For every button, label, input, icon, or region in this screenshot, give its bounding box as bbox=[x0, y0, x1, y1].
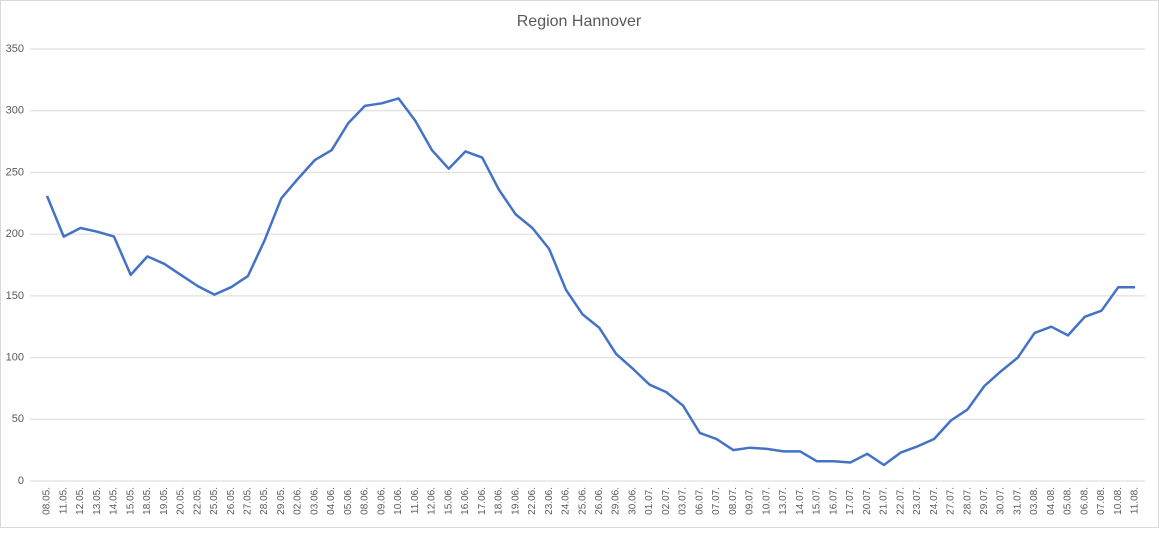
x-tick-label: 20.05. bbox=[176, 487, 187, 515]
x-tick-label: 04.08. bbox=[1046, 487, 1057, 515]
x-tick-label: 03.06. bbox=[309, 487, 320, 515]
x-tick-label: 26.06. bbox=[594, 487, 605, 515]
y-tick-label: 100 bbox=[6, 351, 24, 363]
x-tick-label: 17.06. bbox=[477, 487, 488, 515]
x-tick-label: 29.06. bbox=[611, 487, 622, 515]
x-tick-label: 31.07. bbox=[1012, 487, 1023, 515]
y-tick-label: 250 bbox=[6, 166, 24, 178]
x-tick-label: 18.05. bbox=[142, 487, 153, 515]
x-tick-label: 26.05. bbox=[226, 487, 237, 515]
data-line bbox=[45, 97, 1135, 467]
x-tick-label: 30.06. bbox=[627, 487, 638, 515]
x-tick-label: 01.07. bbox=[644, 487, 655, 515]
x-tick-label: 10.07. bbox=[761, 487, 772, 515]
x-tick-label: 02.07. bbox=[661, 487, 672, 515]
x-tick-label: 27.05. bbox=[243, 487, 254, 515]
x-tick-label: 04.06. bbox=[326, 487, 337, 515]
y-tick-label: 350 bbox=[6, 43, 24, 55]
x-tick-label: 11.05. bbox=[58, 487, 69, 514]
x-tick-label: 07.07. bbox=[711, 487, 722, 515]
x-tick-label: 30.07. bbox=[996, 487, 1007, 515]
x-tick-label: 24.07. bbox=[929, 487, 940, 515]
y-tick-label: 150 bbox=[6, 290, 24, 302]
x-tick-label: 22.05. bbox=[192, 487, 203, 515]
x-tick-label: 12.05. bbox=[75, 487, 86, 515]
x-tick-label: 21.07. bbox=[879, 487, 890, 515]
x-tick-label: 06.07. bbox=[694, 487, 705, 515]
y-tick-label: 50 bbox=[12, 413, 24, 425]
x-tick-label: 11.06. bbox=[410, 487, 421, 514]
x-tick-label: 16.07. bbox=[828, 487, 839, 515]
x-tick-label: 15.06. bbox=[443, 487, 454, 515]
x-tick-label: 08.06. bbox=[360, 487, 371, 515]
x-tick-label: 03.08. bbox=[1029, 487, 1040, 515]
x-tick-label: 03.07. bbox=[678, 487, 689, 515]
x-tick-label: 11.08. bbox=[1130, 487, 1141, 514]
x-tick-label: 08.07. bbox=[728, 487, 739, 515]
x-tick-label: 05.08. bbox=[1063, 487, 1074, 515]
x-tick-label: 29.05. bbox=[276, 487, 287, 515]
x-tick-label: 15.05. bbox=[125, 487, 136, 515]
x-tick-label: 05.06. bbox=[343, 487, 354, 515]
x-tick-label: 10.06. bbox=[393, 487, 404, 515]
x-tick-label: 15.07. bbox=[812, 487, 823, 515]
x-tick-label: 28.07. bbox=[962, 487, 973, 515]
x-tick-label: 23.07. bbox=[912, 487, 923, 515]
x-tick-label: 02.06. bbox=[293, 487, 304, 515]
x-tick-label: 23.06. bbox=[544, 487, 555, 515]
x-tick-label: 07.08. bbox=[1096, 487, 1107, 515]
y-tick-label: 300 bbox=[6, 105, 24, 117]
x-tick-label: 22.06. bbox=[527, 487, 538, 515]
x-tick-label: 29.07. bbox=[979, 487, 990, 515]
x-tick-label: 12.06. bbox=[427, 487, 438, 515]
x-tick-label: 28.05. bbox=[259, 487, 270, 515]
x-tick-label: 25.05. bbox=[209, 487, 220, 515]
x-tick-label: 25.06. bbox=[577, 487, 588, 515]
x-tick-label: 19.05. bbox=[159, 487, 170, 515]
y-tick-label: 200 bbox=[6, 228, 24, 240]
x-tick-label: 06.08. bbox=[1079, 487, 1090, 515]
x-tick-label: 09.06. bbox=[376, 487, 387, 515]
x-tick-label: 10.08. bbox=[1113, 487, 1124, 515]
x-tick-label: 22.07. bbox=[895, 487, 906, 515]
y-tick-label: 0 bbox=[18, 475, 24, 487]
x-tick-label: 27.07. bbox=[946, 487, 957, 515]
x-tick-label: 14.05. bbox=[109, 487, 120, 515]
x-tick-label: 20.07. bbox=[862, 487, 873, 515]
x-tick-label: 09.07. bbox=[745, 487, 756, 515]
x-tick-label: 17.07. bbox=[845, 487, 856, 515]
x-tick-label: 16.06. bbox=[460, 487, 471, 515]
x-tick-label: 08.05. bbox=[42, 487, 53, 515]
x-tick-label: 13.07. bbox=[778, 487, 789, 515]
x-tick-label: 13.05. bbox=[92, 487, 103, 515]
x-tick-label: 14.07. bbox=[795, 487, 806, 515]
x-tick-label: 24.06. bbox=[561, 487, 572, 515]
x-tick-label: 19.06. bbox=[510, 487, 521, 515]
x-tick-label: 18.06. bbox=[494, 487, 505, 515]
chart-title: Region Hannover bbox=[517, 13, 642, 30]
